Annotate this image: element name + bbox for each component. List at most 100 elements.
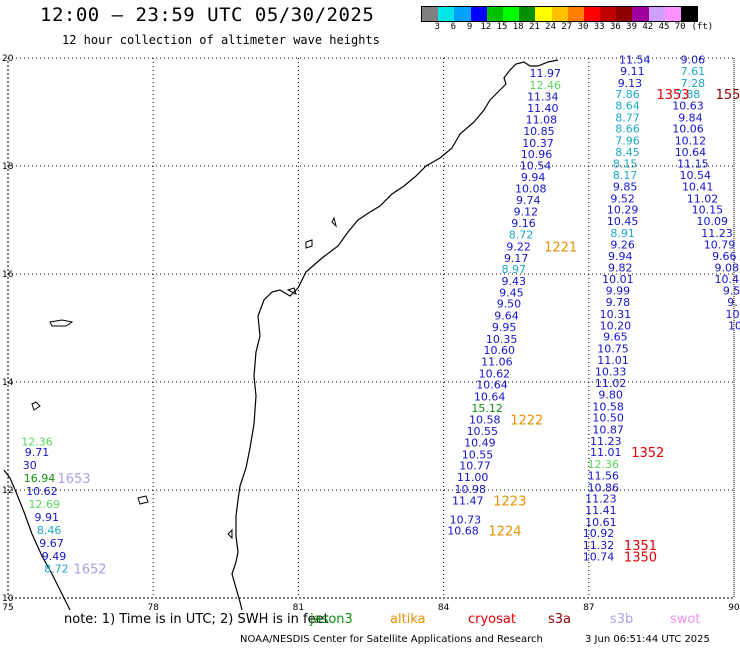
wave-height-label: 9.94 xyxy=(521,171,546,184)
wave-height-label: 9.06 xyxy=(681,54,706,67)
wave-height-label: 8.72 xyxy=(509,229,534,242)
map-frame xyxy=(7,57,735,599)
wave-height-label: 9.66 xyxy=(712,250,737,263)
lat-tick-label: 14 xyxy=(2,378,14,388)
pass-time-label: 1223 xyxy=(493,494,526,509)
wave-height-label: 10.60 xyxy=(484,344,516,357)
wave-height-label: 10.98 xyxy=(454,483,486,496)
wave-height-label: 10.74 xyxy=(583,550,615,563)
wave-height-label: 10.64 xyxy=(474,391,506,404)
wave-height-label: 11.06 xyxy=(481,355,513,368)
wave-height-label: 12.69 xyxy=(29,498,61,511)
wave-height-label: 10.68 xyxy=(447,525,479,538)
wave-height-label: 9.65 xyxy=(603,331,628,344)
wave-height-label: 8.66 xyxy=(615,123,640,136)
wave-height-label: 9.84 xyxy=(678,111,703,124)
wave-height-label: 8.77 xyxy=(615,111,640,124)
wave-height-label: 8.97 xyxy=(502,263,527,276)
wave-height-label: 8.45 xyxy=(615,146,640,159)
wave-height-label: 11.23 xyxy=(590,435,622,448)
wave-height-label: 8.72 xyxy=(44,562,69,575)
island xyxy=(305,239,313,249)
lon-tick-label: 87 xyxy=(583,603,594,610)
lat-tick-label: 10 xyxy=(2,594,14,604)
wave-height-label: 10.61 xyxy=(585,516,617,529)
wave-height-label: 10.64 xyxy=(675,146,707,159)
island xyxy=(331,216,337,228)
sat-s3b: s3b xyxy=(610,612,634,627)
lat-tick-label: 12 xyxy=(2,486,13,496)
legend-swatch xyxy=(470,7,487,21)
legend-label: 15 xyxy=(496,22,508,32)
legend-swatch xyxy=(664,7,681,21)
wave-height-label: 10.62 xyxy=(479,367,511,380)
wave-height-label: 9.71 xyxy=(25,446,50,459)
wave-height-label: 9. xyxy=(727,296,738,309)
legend-label: 36 xyxy=(609,22,621,32)
pass-time-label: 1222 xyxy=(510,413,543,428)
wave-height-label: 8.46 xyxy=(37,524,62,537)
pass-time-label: 155 xyxy=(716,88,740,103)
legend-unit: (ft) xyxy=(691,22,714,32)
pass-time-label: 1352 xyxy=(631,446,664,461)
wave-height-label: 10 xyxy=(726,308,740,321)
graticule-grid xyxy=(7,57,735,599)
wave-height-label: 9.52 xyxy=(610,192,635,205)
island xyxy=(31,401,41,411)
legend-swatch xyxy=(454,7,471,21)
lon-tick-label: 90 xyxy=(728,603,740,610)
sat-swot: swot xyxy=(670,612,701,627)
legend-label: 30 xyxy=(577,22,589,32)
pass-time-label: 1653 xyxy=(57,472,90,487)
legend-label: 42 xyxy=(642,22,654,32)
color-scale-legend xyxy=(421,6,699,22)
legend-swatch xyxy=(519,7,536,21)
island xyxy=(227,528,233,540)
wave-height-label: 9.13 xyxy=(618,77,643,90)
legend-swatch xyxy=(535,7,552,21)
pass-time-label: 1353 xyxy=(656,88,689,103)
wave-height-label: 12.46 xyxy=(529,79,561,92)
wave-height-label: 7.86 xyxy=(615,88,640,101)
wave-height-label: 11.02 xyxy=(687,192,719,205)
wave-height-label: 11.32 xyxy=(583,539,615,552)
wave-height-label: 9.99 xyxy=(606,285,631,298)
wave-height-label: 10.55 xyxy=(462,448,494,461)
wave-height-label: 9.16 xyxy=(511,217,536,230)
wave-height-label: 10.62 xyxy=(26,485,58,498)
island xyxy=(286,287,297,295)
wave-height-label: 9.5 xyxy=(723,285,740,298)
color-scale-labels: 3 6 9 12 15 18 21 24 27 30 33 36 39 42 45 70 (ft) xyxy=(421,22,740,34)
wave-height-label: 10.85 xyxy=(523,125,555,138)
legend-swatch xyxy=(616,7,633,21)
wave-height-label: 10.96 xyxy=(521,148,553,161)
lat-tick-label: 16 xyxy=(2,270,14,280)
wave-height-label: 10.29 xyxy=(607,204,639,217)
wave-height-label: 10.12 xyxy=(675,135,707,148)
wave-height-label: 10.20 xyxy=(600,319,632,332)
wave-height-label: 11.54 xyxy=(619,54,651,67)
wave-height-label: 10.58 xyxy=(592,400,624,413)
wave-height-label: 9.50 xyxy=(497,298,522,311)
legend-swatch xyxy=(567,7,584,21)
wave-height-label: 12.36 xyxy=(21,435,53,448)
note-line: note: 1) Time is in UTC; 2) SWH is in fe… xyxy=(0,612,740,630)
legend-label: 24 xyxy=(545,22,557,32)
lon-tick-label: 84 xyxy=(438,603,450,610)
legend-label: 70 xyxy=(674,22,686,32)
wave-height-label: 9.95 xyxy=(492,321,517,334)
lon-tick-label: 75 xyxy=(2,603,13,610)
wave-height-label: 9.22 xyxy=(506,240,531,253)
wave-height-label: 9.85 xyxy=(613,181,638,194)
wave-height-label: 10.09 xyxy=(696,215,728,228)
wave-height-label: 10.50 xyxy=(592,412,624,425)
legend-swatch xyxy=(632,7,649,21)
wave-height-label: 9.64 xyxy=(494,310,519,323)
legend-swatch xyxy=(438,7,455,21)
wave-height-label: 10.63 xyxy=(672,100,704,113)
wave-height-label: 11.01 xyxy=(590,446,622,459)
wave-height-label: 10.15 xyxy=(692,204,724,217)
wave-height-label: 10.06 xyxy=(672,123,704,136)
note-text: note: 1) Time is in UTC; 2) SWH is in fe… xyxy=(64,612,329,627)
